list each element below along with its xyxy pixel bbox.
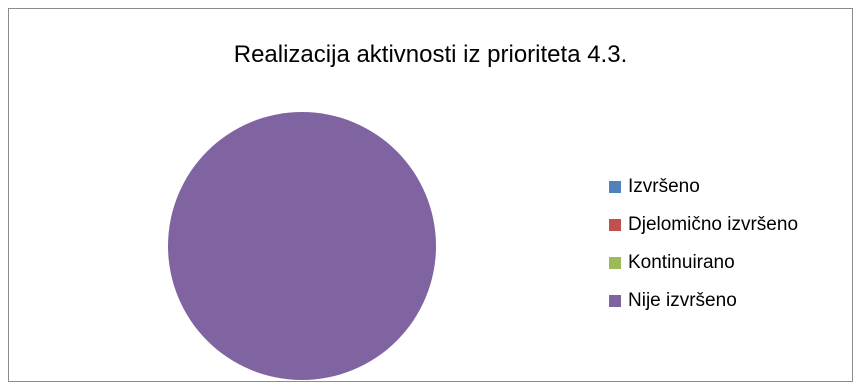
chart-title: Realizacija aktivnosti iz prioriteta 4.3… xyxy=(233,41,628,68)
pie-chart xyxy=(168,112,436,380)
chart-frame: Realizacija aktivnosti iz prioriteta 4.3… xyxy=(8,8,853,382)
legend-label: Djelomično izvršeno xyxy=(628,214,799,235)
legend-swatch xyxy=(609,295,621,307)
pie-slices xyxy=(168,112,436,380)
legend-swatch xyxy=(609,219,621,231)
legend-label: Izvršeno xyxy=(628,176,700,197)
legend-item: Izvršeno xyxy=(609,175,700,199)
legend-item: Djelomično izvršeno xyxy=(609,213,798,237)
legend-label: Nije izvršeno xyxy=(628,290,737,311)
legend-swatch xyxy=(609,257,621,269)
legend-item: Nije izvršeno xyxy=(609,289,737,313)
pie-slice xyxy=(168,112,436,380)
legend-item: Kontinuirano xyxy=(609,251,735,275)
legend-label: Kontinuirano xyxy=(628,252,735,273)
legend-swatch xyxy=(609,181,621,193)
